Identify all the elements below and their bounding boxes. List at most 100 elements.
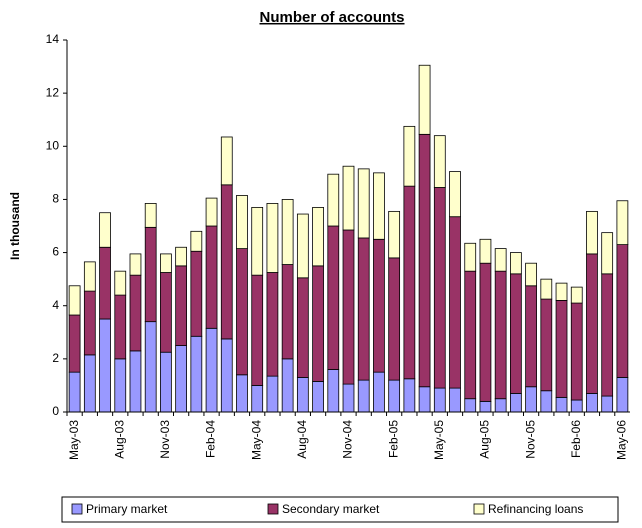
bar	[129, 253, 142, 276]
bar	[525, 285, 537, 388]
bar	[616, 377, 629, 413]
bar	[479, 400, 492, 413]
bar	[114, 294, 127, 360]
bar	[494, 398, 507, 413]
bar	[312, 381, 324, 413]
bar	[205, 197, 218, 227]
bar	[540, 298, 553, 392]
x-tick-label: Feb-04	[204, 420, 218, 458]
bar	[144, 226, 157, 323]
x-tick-label: Aug-04	[295, 420, 309, 459]
x-tick-label: May-06	[615, 420, 629, 460]
bar	[357, 237, 370, 381]
x-tick-label: Nov-03	[158, 420, 172, 459]
bar	[266, 272, 279, 377]
bar	[525, 386, 537, 413]
y-tick-label: 12	[46, 85, 60, 99]
bar	[83, 290, 96, 356]
bar	[373, 371, 385, 413]
bar	[68, 314, 81, 373]
bar	[99, 318, 111, 413]
bar	[433, 387, 446, 413]
bar	[266, 203, 279, 273]
legend-label: Primary market	[86, 502, 168, 516]
bar	[83, 354, 96, 413]
bar	[83, 261, 96, 292]
bar	[342, 229, 355, 385]
bar	[510, 392, 522, 413]
bar	[449, 387, 461, 413]
bar	[144, 203, 157, 228]
bar	[175, 345, 187, 413]
bar	[373, 238, 385, 373]
y-tick-label: 14	[46, 32, 60, 46]
bar	[510, 273, 522, 394]
legend-label: Secondary market	[282, 502, 380, 516]
bar	[570, 399, 583, 413]
bar	[160, 253, 172, 273]
bar	[236, 248, 248, 376]
bar	[68, 371, 81, 413]
bar	[312, 265, 324, 382]
x-tick-label: May-04	[249, 420, 263, 460]
bar	[373, 172, 385, 240]
bar	[464, 270, 477, 400]
legend-swatch	[473, 503, 485, 515]
bar	[388, 210, 401, 259]
bar	[570, 286, 583, 304]
y-tick-label: 0	[52, 404, 59, 418]
bar	[99, 212, 111, 248]
bar	[327, 173, 340, 227]
bar	[601, 232, 614, 275]
x-tick-label: Nov-04	[341, 420, 355, 459]
bar	[175, 246, 187, 267]
bar	[114, 358, 127, 413]
bar	[494, 248, 507, 272]
bar	[479, 262, 492, 402]
chart-title: Number of accounts	[259, 9, 404, 26]
bar	[464, 398, 477, 413]
x-tick-label: Aug-03	[112, 420, 126, 459]
bar	[555, 396, 568, 413]
x-tick-label: Aug-05	[478, 420, 492, 459]
x-tick-label: Feb-06	[569, 420, 583, 458]
bar	[357, 379, 370, 413]
y-tick-label: 10	[46, 138, 60, 152]
y-axis-label: In thousand	[8, 192, 22, 260]
bar	[190, 230, 203, 252]
bar	[251, 206, 264, 276]
bar	[449, 171, 461, 218]
bar	[266, 375, 279, 413]
bar	[99, 246, 111, 320]
bar	[236, 195, 248, 249]
bar	[190, 250, 203, 337]
bar	[220, 338, 233, 413]
bar	[586, 392, 598, 413]
bar	[327, 369, 340, 413]
bar	[540, 278, 553, 300]
x-tick-label: May-03	[67, 420, 81, 460]
bar	[449, 216, 461, 389]
bar	[129, 350, 142, 413]
bar	[510, 252, 522, 275]
bar	[296, 213, 309, 279]
x-tick-label: Feb-05	[386, 420, 400, 458]
bar	[296, 377, 309, 413]
x-tick-label: Nov-05	[523, 420, 537, 459]
bar	[418, 64, 431, 135]
bar	[281, 199, 294, 265]
bar	[281, 358, 294, 413]
bar	[312, 206, 324, 267]
bar	[160, 351, 172, 413]
bar	[540, 390, 553, 413]
bar	[175, 265, 187, 346]
bar	[555, 299, 568, 398]
bar	[601, 273, 614, 397]
bar	[68, 285, 81, 316]
bar	[220, 136, 233, 186]
legend-box	[61, 496, 619, 523]
bar	[388, 257, 401, 381]
bar	[433, 135, 446, 188]
bar	[357, 168, 370, 239]
bar	[494, 270, 507, 400]
